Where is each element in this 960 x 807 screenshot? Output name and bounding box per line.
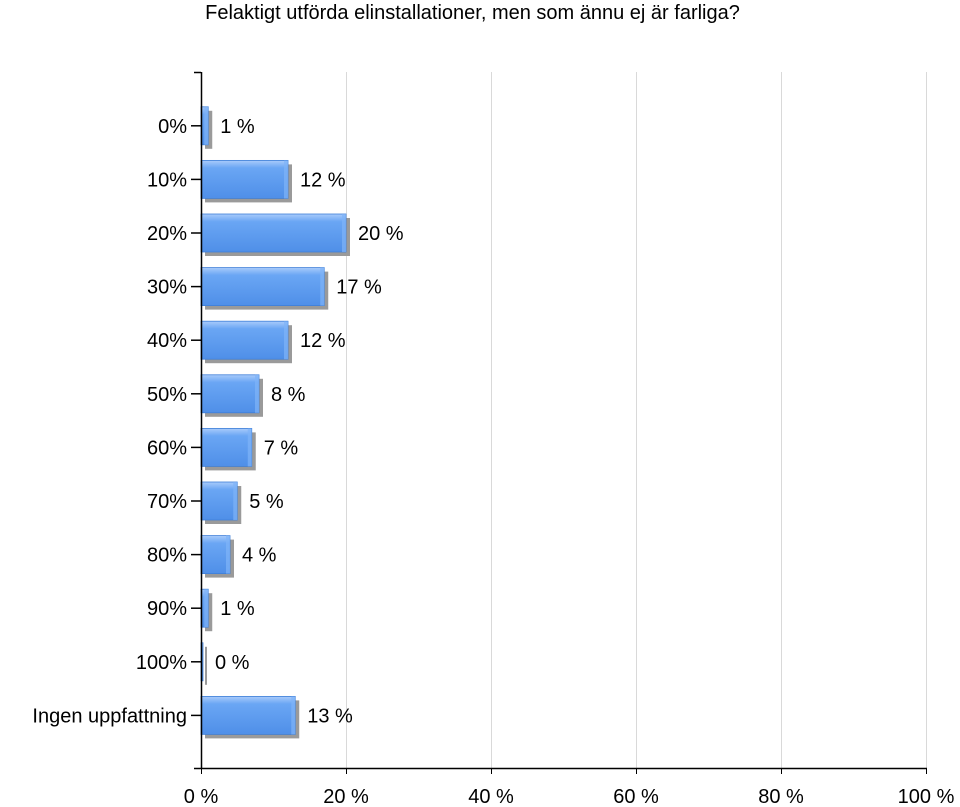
bar: [200, 159, 289, 199]
bar-bevel: [342, 214, 346, 252]
bars: [200, 106, 350, 739]
x-tick-label: 60 %: [613, 786, 659, 807]
category-label: 50%: [147, 384, 187, 406]
data-label: 20 %: [358, 223, 404, 245]
bar-shadow: [205, 646, 207, 685]
bar-bevel: [204, 106, 209, 145]
x-tick-label: 0 %: [184, 786, 219, 807]
bar: [200, 427, 253, 467]
data-label: 13 %: [307, 705, 353, 727]
bar-bevel: [291, 696, 296, 735]
category-label: 80%: [147, 545, 187, 567]
bar-bevel: [226, 535, 230, 574]
bar-bevel: [233, 482, 238, 520]
x-tick-label: 100 %: [898, 786, 955, 807]
data-label: 8 %: [271, 384, 306, 406]
bar: [200, 696, 296, 735]
bar: [200, 481, 238, 521]
bar-bevel: [204, 589, 209, 628]
x-tick-label: 80 %: [758, 786, 804, 807]
category-label: 20%: [147, 223, 187, 245]
bar: [200, 374, 260, 414]
data-label: 12 %: [300, 169, 346, 191]
data-label: 7 %: [264, 437, 299, 459]
bar: [200, 267, 325, 307]
category-label: 100%: [136, 652, 187, 674]
category-label: 10%: [147, 169, 187, 191]
bar-bevel: [284, 321, 288, 360]
data-label: 12 %: [300, 330, 346, 352]
data-label: 5 %: [249, 491, 284, 513]
category-label: Ingen uppfattning: [32, 705, 187, 727]
data-label: 1 %: [220, 116, 255, 138]
x-tick-label: 20 %: [323, 786, 369, 807]
axes: [191, 71, 927, 774]
data-label: 4 %: [242, 545, 277, 567]
category-label: 40%: [147, 330, 187, 352]
category-label: 60%: [147, 437, 187, 459]
bar-bevel: [320, 267, 325, 306]
grid-lines: [346, 72, 927, 768]
category-label: 70%: [147, 491, 187, 513]
data-label: 1 %: [220, 598, 255, 620]
chart-title: Felaktigt utförda elinstallationer, men …: [205, 2, 740, 24]
category-label: 90%: [147, 598, 187, 620]
bar: [200, 320, 289, 360]
bar-bevel: [247, 428, 252, 467]
bar-bevel: [284, 160, 288, 199]
data-label: 17 %: [336, 277, 382, 299]
data-label: 0 %: [215, 652, 250, 674]
labels: 0 % 20 % 40 % 60 % 80 % 100 % 0% 1 % 10% 12 % 20% 2…: [32, 116, 954, 807]
x-tick-label: 40 %: [468, 786, 514, 807]
category-label: 0%: [158, 116, 187, 138]
bar: [200, 213, 347, 253]
bar-bevel: [255, 374, 259, 413]
bar: [200, 535, 231, 574]
category-label: 30%: [147, 277, 187, 299]
